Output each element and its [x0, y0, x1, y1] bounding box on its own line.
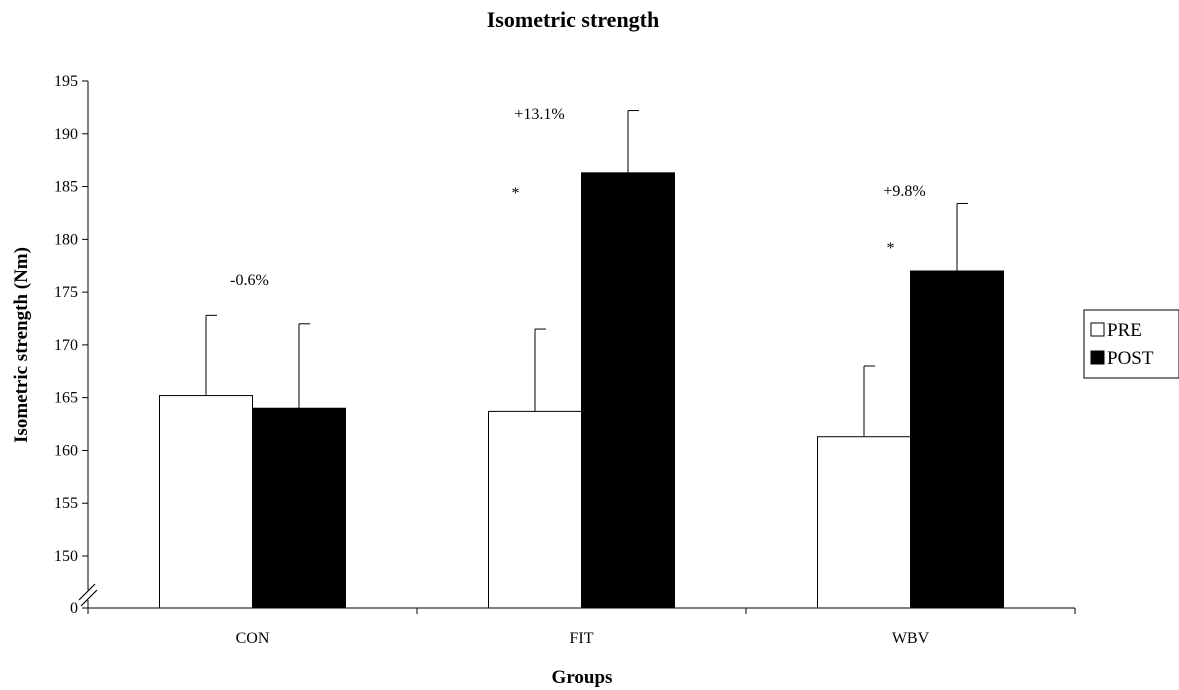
legend-box: [1083, 309, 1179, 379]
percent-change-label: +9.8%: [883, 183, 925, 200]
axis-break-mark: [80, 589, 98, 607]
legend-label-post: POST: [1107, 348, 1154, 369]
annotations: -0.6% +13.1% * +9.8% *: [230, 106, 926, 289]
legend-swatch-post: [1090, 350, 1105, 365]
y-tick-label: 160: [54, 442, 78, 459]
y-axis-label: Isometric strength (Nm): [11, 247, 32, 443]
y-tick-label: 190: [54, 126, 78, 143]
percent-change-label: -0.6%: [230, 272, 269, 289]
bar-pre-con: [159, 395, 253, 609]
bars: [159, 172, 1004, 609]
error-bars: [205, 110, 968, 437]
legend-label-pre: PRE: [1107, 320, 1142, 341]
bar-post-con: [252, 407, 346, 609]
x-axis-label: Groups: [552, 667, 613, 688]
x-axis: CON FIT WBV: [87, 607, 1076, 647]
axis-break-mark: [78, 583, 96, 601]
y-tick-label: 0: [70, 600, 78, 617]
y-tick-label: 165: [54, 390, 78, 407]
bar-post-wbv: [910, 270, 1004, 609]
percent-change-label: +13.1%: [514, 106, 564, 123]
y-tick-label: 195: [54, 73, 78, 90]
x-tick-label: FIT: [570, 630, 594, 647]
y-axis: 0 150 155 160 165 170 175 180 185 190 195: [54, 73, 98, 617]
y-tick-label: 180: [54, 231, 78, 248]
y-tick-label: 185: [54, 179, 78, 196]
y-tick-label: 175: [54, 284, 78, 301]
x-tick-label: WBV: [892, 630, 930, 647]
legend: PRE POST: [1083, 309, 1179, 379]
y-tick-label: 155: [54, 495, 78, 512]
bar-post-fit: [581, 172, 675, 609]
y-tick-label: 150: [54, 548, 78, 565]
significance-marker: *: [512, 185, 520, 202]
x-tick-label: CON: [236, 630, 270, 647]
y-tick-label: 170: [54, 337, 78, 354]
legend-swatch-pre: [1090, 322, 1105, 337]
chart-title: Isometric strength: [487, 7, 660, 32]
significance-marker: *: [887, 240, 895, 257]
bar-pre-fit: [488, 410, 582, 609]
bar-pre-wbv: [817, 436, 911, 609]
